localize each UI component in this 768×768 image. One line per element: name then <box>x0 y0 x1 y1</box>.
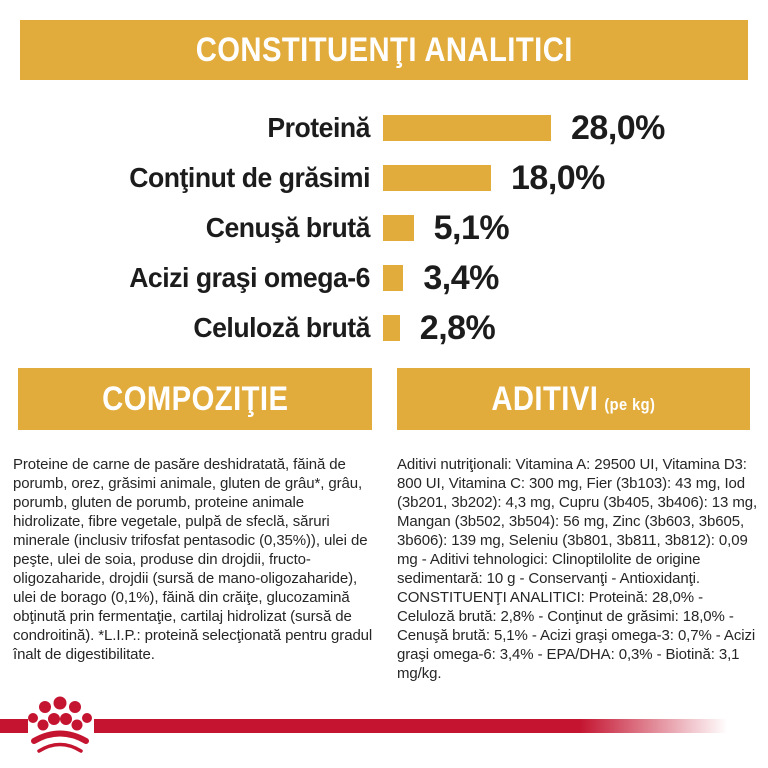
chart-row: Celuloză brută 2,8% <box>0 303 768 353</box>
additives-title-main: ADITIVI <box>491 379 599 418</box>
chart-value-label: 2,8% <box>419 308 496 347</box>
chart-value-label: 3,4% <box>423 258 499 297</box>
chart-category-label: Acizi graşi omega-6 <box>129 262 370 293</box>
composition-section-banner: COMPOZIŢIE <box>18 368 372 430</box>
chart-row: Conţinut de grăsimi 18,0% <box>0 153 768 203</box>
page-title: CONSTITUENŢI ANALITICI <box>195 30 573 69</box>
additives-section-title: ADITIVI (pe kg) <box>492 380 656 419</box>
additives-section-banner: ADITIVI (pe kg) <box>397 368 750 430</box>
chart-value-label: 5,1% <box>433 208 510 247</box>
header-banner: CONSTITUENŢI ANALITICI <box>20 20 748 80</box>
analytic-constituents-chart: Proteină 28,0% Conţinut de grăsimi 18,0% Cen… <box>0 103 768 353</box>
footer-red-stripe-left <box>0 719 28 733</box>
chart-bar <box>383 315 400 341</box>
chart-category-label: Proteină <box>267 112 370 143</box>
royal-canin-crown-icon <box>28 696 92 753</box>
chart-value-label: 28,0% <box>571 108 665 147</box>
chart-row: Acizi graşi omega-6 3,4% <box>0 253 768 303</box>
chart-bar <box>383 215 414 241</box>
chart-row: Proteină 28,0% <box>0 103 768 153</box>
chart-value-label: 18,0% <box>511 158 605 197</box>
composition-section-title: COMPOZIŢIE <box>101 379 289 418</box>
chart-row: Cenuşă brută 5,1% <box>0 203 768 253</box>
additives-title-suffix: (pe kg) <box>604 394 656 414</box>
additives-body-text: Aditivi nutriţionali: Vitamina A: 29500 … <box>397 456 758 682</box>
chart-bar <box>383 165 491 191</box>
footer-red-stripe-right <box>94 719 768 733</box>
chart-bar <box>383 265 404 291</box>
chart-category-label: Conţinut de grăsimi <box>129 162 370 193</box>
chart-category-label: Celuloză brută <box>193 312 370 343</box>
chart-category-label: Cenuşă brută <box>205 212 371 243</box>
composition-body-text: Proteine de carne de pasăre deshidratată… <box>13 456 373 663</box>
chart-bar <box>383 115 551 141</box>
